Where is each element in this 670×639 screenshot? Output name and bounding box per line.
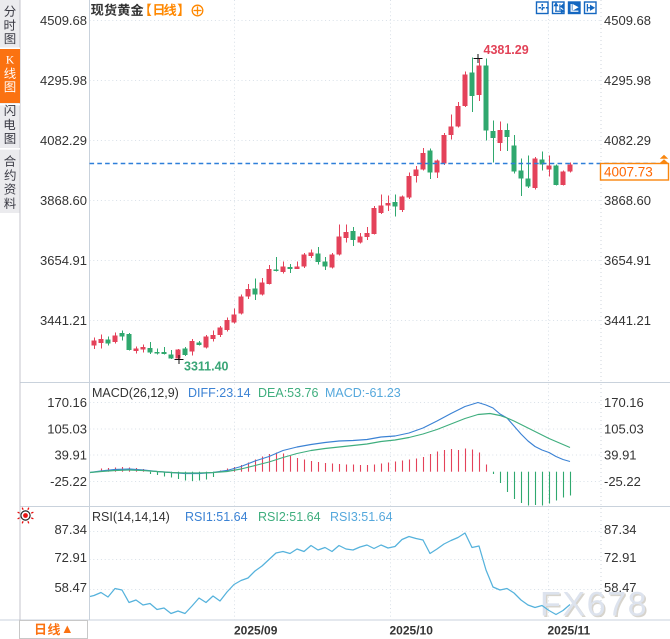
svg-text:39.91: 39.91 [604, 448, 637, 463]
svg-text:4295.98: 4295.98 [40, 73, 87, 88]
svg-text:72.91: 72.91 [54, 550, 87, 565]
svg-text:K: K [6, 55, 15, 67]
svg-text:DIFF:23.14: DIFF:23.14 [188, 386, 251, 400]
svg-text:-25.22: -25.22 [604, 474, 641, 489]
svg-text:2025/09: 2025/09 [234, 624, 278, 638]
svg-text:3311.40: 3311.40 [184, 360, 229, 374]
svg-text:MACD:-61.23: MACD:-61.23 [325, 386, 401, 400]
svg-text:3868.60: 3868.60 [40, 193, 87, 208]
svg-text:4295.98: 4295.98 [604, 73, 651, 88]
svg-text:105.03: 105.03 [604, 422, 644, 437]
svg-text:4509.68: 4509.68 [604, 13, 651, 28]
svg-text:2025/11: 2025/11 [548, 624, 591, 638]
svg-text:4082.29: 4082.29 [604, 133, 651, 148]
svg-text:RSI1:51.64: RSI1:51.64 [185, 510, 248, 524]
svg-text:105.03: 105.03 [47, 422, 87, 437]
svg-text:FX678: FX678 [542, 587, 650, 625]
svg-text:58.47: 58.47 [604, 580, 637, 595]
svg-text:87.34: 87.34 [54, 522, 87, 537]
svg-text:FX678: FX678 [540, 586, 648, 624]
svg-text:58.47: 58.47 [54, 580, 87, 595]
svg-text:3654.91: 3654.91 [604, 253, 651, 268]
svg-text:4007.73: 4007.73 [604, 165, 653, 180]
svg-text:3441.21: 3441.21 [40, 313, 87, 328]
svg-text:RSI3:51.64: RSI3:51.64 [330, 510, 393, 524]
svg-text:39.91: 39.91 [54, 448, 87, 463]
svg-text:4381.29: 4381.29 [484, 43, 529, 57]
svg-text:170.16: 170.16 [47, 395, 87, 410]
svg-text:3654.91: 3654.91 [40, 253, 87, 268]
svg-text:RSI2:51.64: RSI2:51.64 [258, 510, 321, 524]
svg-text:3441.21: 3441.21 [604, 313, 651, 328]
svg-text:3868.60: 3868.60 [604, 193, 651, 208]
svg-text:RSI(14,14,14): RSI(14,14,14) [92, 510, 170, 524]
svg-text:72.91: 72.91 [604, 550, 637, 565]
svg-text:170.16: 170.16 [604, 395, 644, 410]
svg-text:4082.29: 4082.29 [40, 133, 87, 148]
svg-text:DEA:53.76: DEA:53.76 [258, 386, 319, 400]
svg-text:2025/10: 2025/10 [390, 624, 434, 638]
svg-text:87.34: 87.34 [604, 522, 637, 537]
svg-text:4509.68: 4509.68 [40, 13, 87, 28]
svg-text:-25.22: -25.22 [50, 474, 87, 489]
svg-text:MACD(26,12,9): MACD(26,12,9) [92, 386, 179, 400]
